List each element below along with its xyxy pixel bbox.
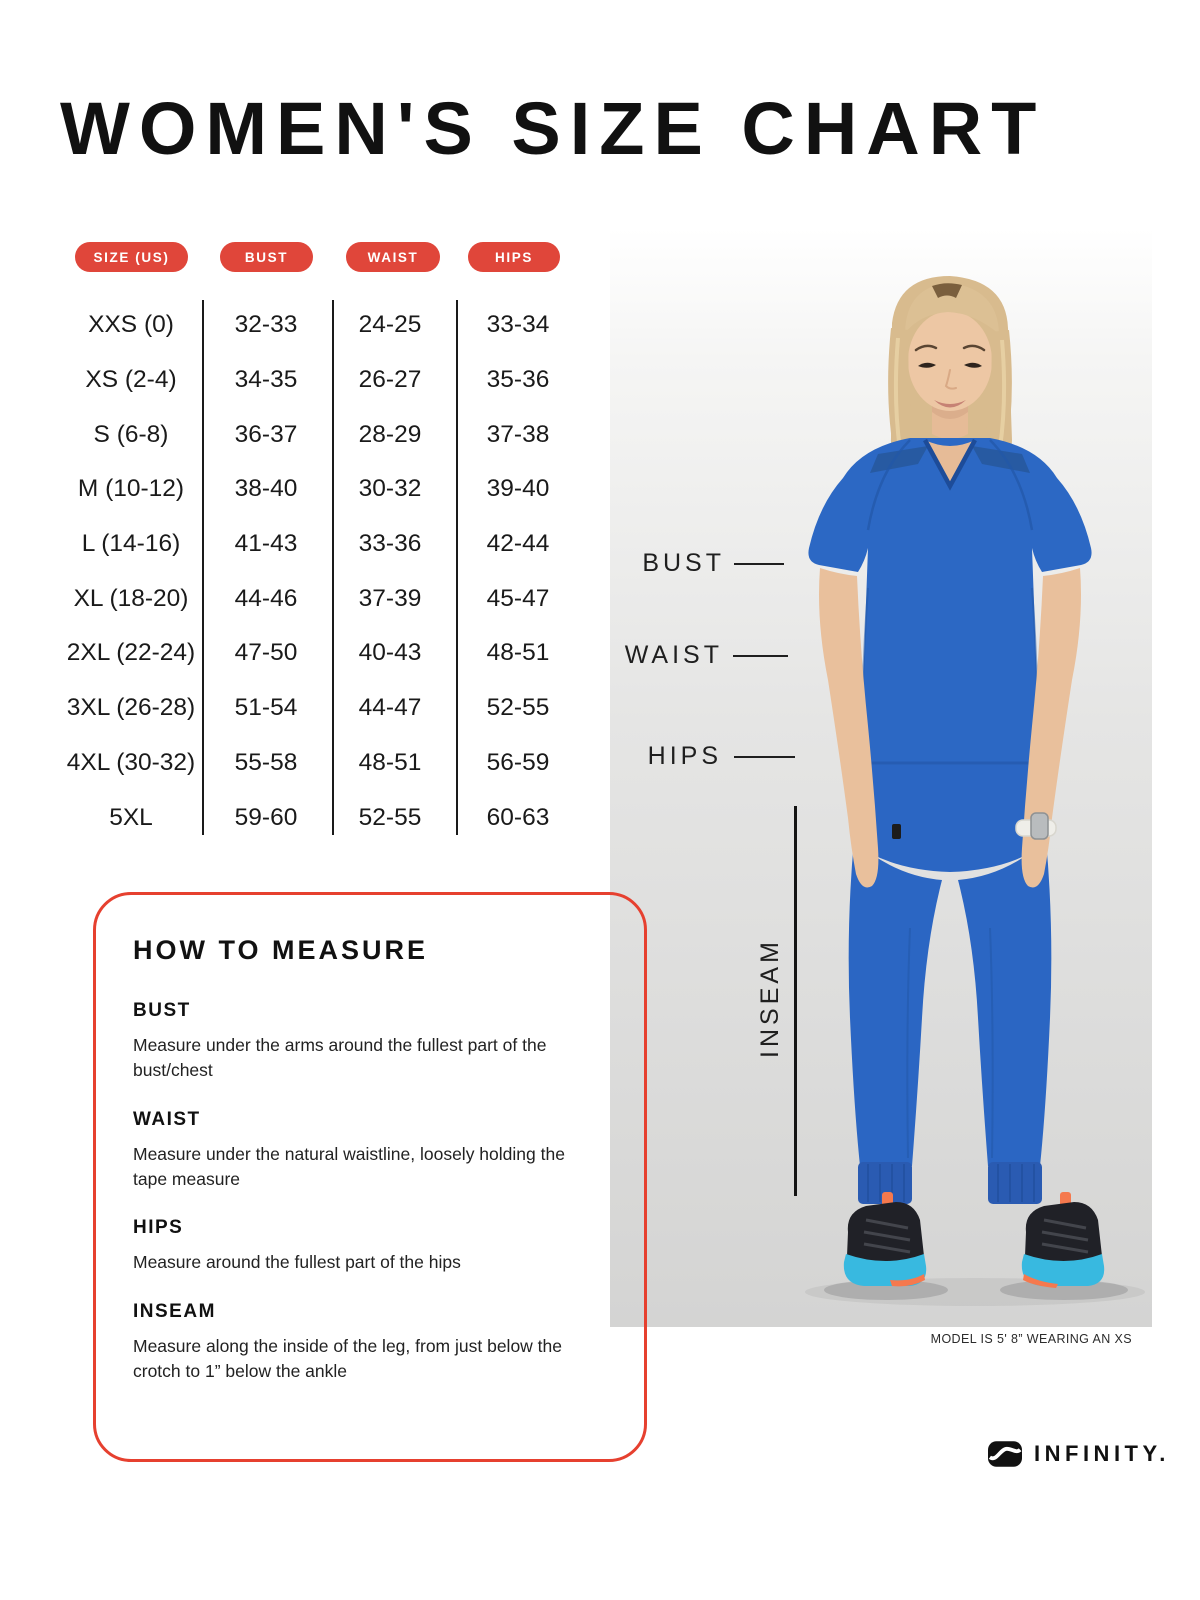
table-row: XS (2-4) 34-35 26-27 35-36 bbox=[0, 353, 600, 408]
table-row: XXS (0) 32-33 24-25 33-34 bbox=[0, 298, 600, 353]
how-to-measure-heading: HOW TO MEASURE bbox=[133, 935, 429, 965]
brand-logo-text: INFINITY. bbox=[1034, 1441, 1170, 1466]
hips-cell: 48-51 bbox=[486, 639, 550, 667]
how-to-measure-box: HOW TO MEASURE BUST Measure under the ar… bbox=[93, 892, 647, 1462]
size-cell: XXS (0) bbox=[88, 311, 174, 339]
measure-item: HIPS Measure around the fullest part of … bbox=[133, 1217, 600, 1275]
measure-item-text: Measure along the inside of the leg, fro… bbox=[133, 1336, 562, 1382]
waist-cell: 24-25 bbox=[358, 311, 422, 339]
size-cell: 5XL bbox=[109, 803, 153, 831]
waist-cell: 48-51 bbox=[358, 748, 422, 776]
bust-cell: 41-43 bbox=[234, 530, 298, 558]
hips-pointer-label: HIPS bbox=[647, 742, 722, 770]
waist-cell: 33-36 bbox=[358, 530, 422, 558]
table-row: 5XL 59-60 52-55 60-63 bbox=[0, 790, 600, 845]
hips-cell: 45-47 bbox=[486, 584, 550, 612]
column-divider bbox=[202, 300, 204, 835]
hips-cell: 52-55 bbox=[486, 694, 550, 722]
table-row: 3XL (26-28) 51-54 44-47 52-55 bbox=[0, 681, 600, 736]
bust-cell: 44-46 bbox=[234, 584, 298, 612]
bust-cell: 47-50 bbox=[234, 639, 298, 667]
model-photo bbox=[610, 228, 1152, 1327]
measure-item-text: Measure under the natural waistline, loo… bbox=[133, 1143, 565, 1189]
measure-item-text: Measure around the fullest part of the h… bbox=[133, 1252, 461, 1273]
table-header-waist: WAIST bbox=[346, 242, 440, 272]
inseam-pointer-line bbox=[794, 806, 797, 1196]
hips-pointer-line bbox=[734, 756, 795, 758]
table-row: 2XL (22-24) 47-50 40-43 48-51 bbox=[0, 626, 600, 681]
waist-cell: 52-55 bbox=[358, 803, 422, 831]
waist-cell: 37-39 bbox=[358, 584, 422, 612]
size-cell: XS (2-4) bbox=[85, 366, 177, 394]
size-table: XXS (0) 32-33 24-25 33-34 XS (2-4) 34-35… bbox=[0, 298, 600, 845]
size-cell: XL (18-20) bbox=[73, 584, 189, 612]
measure-item-label: HIPS bbox=[133, 1217, 184, 1239]
table-row: 4XL (30-32) 55-58 48-51 56-59 bbox=[0, 736, 600, 791]
table-row: M (10-12) 38-40 30-32 39-40 bbox=[0, 462, 600, 517]
bust-cell: 51-54 bbox=[234, 694, 298, 722]
waist-cell: 44-47 bbox=[358, 694, 422, 722]
table-header-size: SIZE (US) bbox=[75, 242, 188, 272]
size-cell: L (14-16) bbox=[81, 530, 181, 558]
size-cell: 2XL (22-24) bbox=[66, 639, 196, 667]
measure-item: WAIST Measure under the natural waistlin… bbox=[133, 1109, 600, 1192]
bust-cell: 36-37 bbox=[234, 420, 298, 448]
waist-cell: 40-43 bbox=[358, 639, 422, 667]
waist-cell: 26-27 bbox=[358, 366, 422, 394]
hips-cell: 60-63 bbox=[486, 803, 550, 831]
measure-item-text: Measure under the arms around the fulles… bbox=[133, 1035, 547, 1080]
inseam-pointer-label: INSEAM bbox=[755, 938, 784, 1058]
measure-item-label: WAIST bbox=[133, 1108, 201, 1130]
bust-cell: 34-35 bbox=[234, 366, 298, 394]
size-cell: 4XL (30-32) bbox=[66, 748, 196, 776]
bust-pointer-line bbox=[734, 563, 784, 565]
waist-pointer-label: WAIST bbox=[624, 641, 723, 669]
size-cell: S (6-8) bbox=[93, 420, 169, 448]
hips-cell: 56-59 bbox=[486, 748, 550, 776]
bust-cell: 59-60 bbox=[234, 803, 298, 831]
waist-cell: 30-32 bbox=[358, 475, 422, 503]
hips-cell: 39-40 bbox=[486, 475, 550, 503]
model-caption: MODEL IS 5' 8” WEARING AN XS bbox=[930, 1332, 1132, 1346]
size-cell: 3XL (26-28) bbox=[66, 694, 196, 722]
table-row: S (6-8) 36-37 28-29 37-38 bbox=[0, 407, 600, 462]
table-row: XL (18-20) 44-46 37-39 45-47 bbox=[0, 571, 600, 626]
hips-cell: 42-44 bbox=[486, 530, 550, 558]
bust-pointer-label: BUST bbox=[642, 549, 725, 577]
table-header-hips: HIPS bbox=[468, 242, 560, 272]
page-title: WOMEN'S SIZE CHART bbox=[60, 87, 1046, 170]
waist-cell: 28-29 bbox=[358, 420, 422, 448]
measure-item: INSEAM Measure along the inside of the l… bbox=[133, 1301, 600, 1384]
measure-item: BUST Measure under the arms around the f… bbox=[133, 1000, 600, 1083]
table-row: L (14-16) 41-43 33-36 42-44 bbox=[0, 517, 600, 572]
column-divider bbox=[456, 300, 458, 835]
hips-cell: 35-36 bbox=[486, 366, 550, 394]
how-to-measure-list: BUST Measure under the arms around the f… bbox=[133, 1000, 600, 1384]
hips-cell: 37-38 bbox=[486, 420, 550, 448]
waist-pointer-line bbox=[733, 655, 788, 657]
bust-cell: 32-33 bbox=[234, 311, 298, 339]
bust-cell: 38-40 bbox=[234, 475, 298, 503]
bust-cell: 55-58 bbox=[234, 748, 298, 776]
table-header-bust: BUST bbox=[220, 242, 313, 272]
column-divider bbox=[332, 300, 334, 835]
infinity-logo-icon bbox=[988, 1441, 1022, 1467]
measure-item-label: BUST bbox=[133, 1000, 191, 1021]
measure-item-label: INSEAM bbox=[133, 1301, 216, 1323]
hips-cell: 33-34 bbox=[486, 311, 550, 339]
model-illustration bbox=[805, 276, 1145, 1306]
size-cell: M (10-12) bbox=[77, 475, 185, 503]
brand-logo: INFINITY. bbox=[988, 1441, 1170, 1467]
